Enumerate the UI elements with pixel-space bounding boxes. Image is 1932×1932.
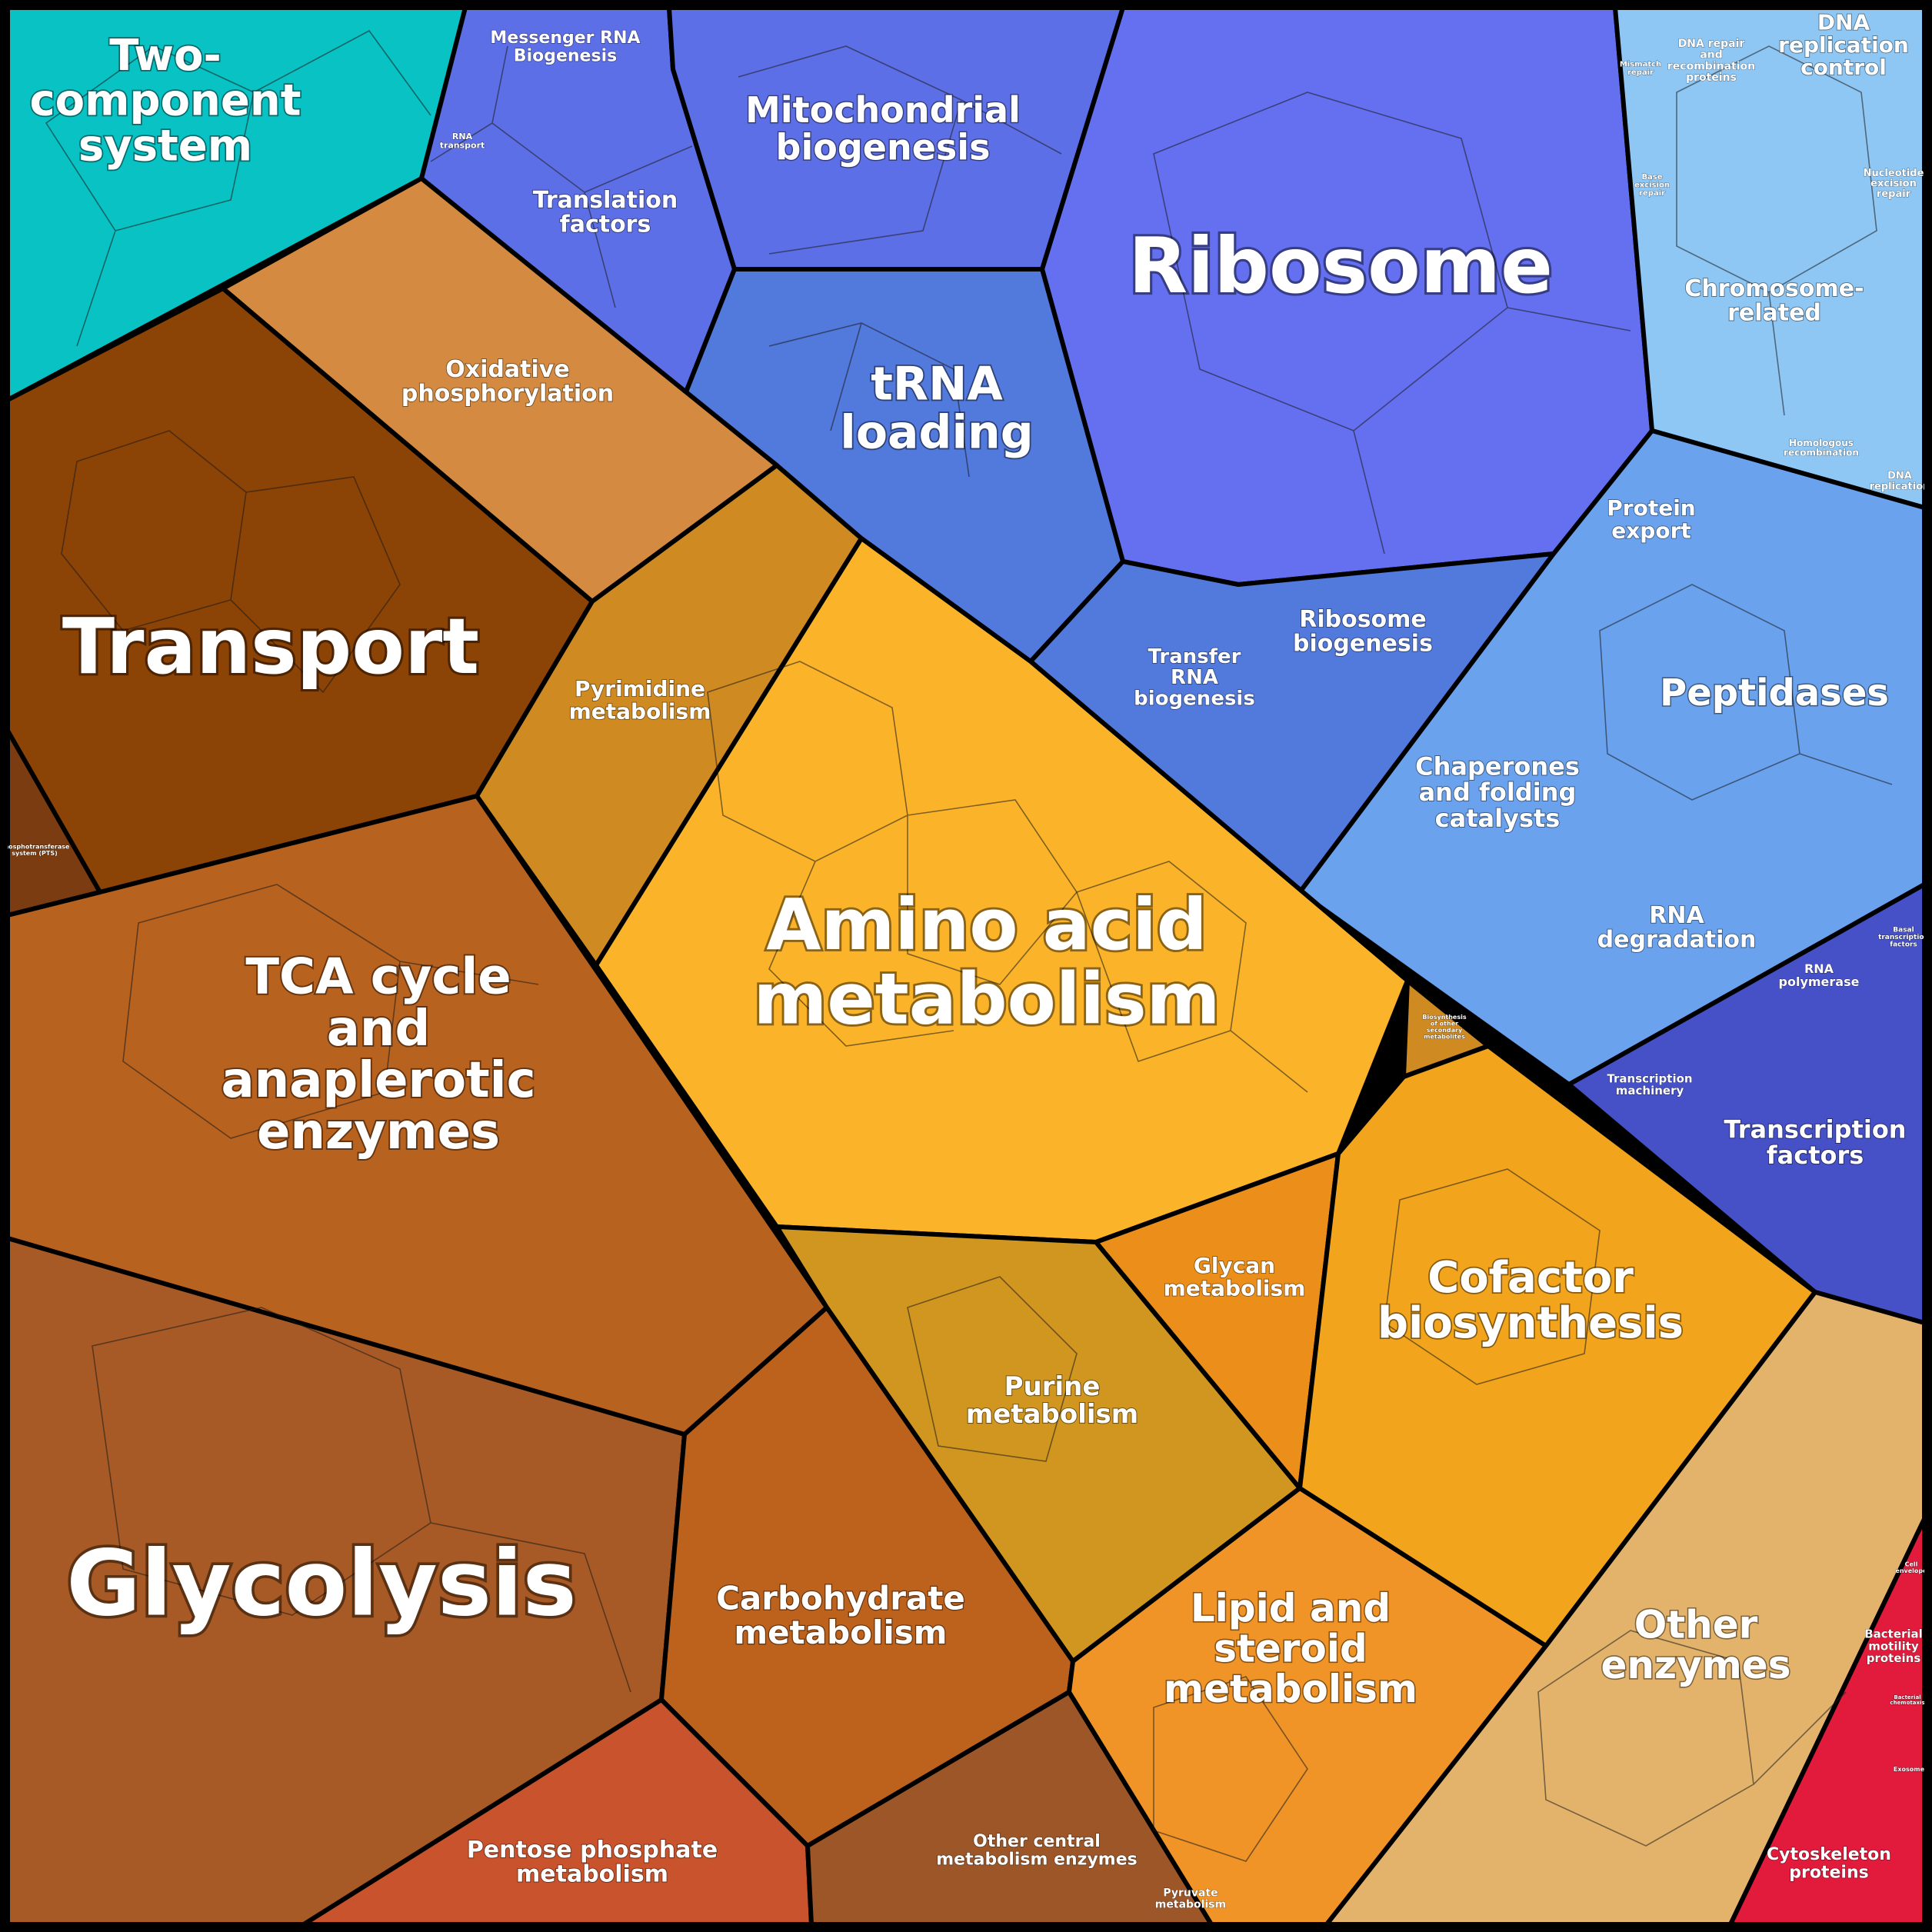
label-basal-transcription: Basal transcription factors [1878,927,1929,949]
label-cytoskeleton: Cytoskeleton proteins [1767,1845,1891,1882]
label-chromosome: Chromosome-related [1684,275,1864,327]
label-rna-transport: RNA transport [440,132,485,151]
label-bacterial-motility: Bacterial motility proteins [1864,1627,1923,1666]
label-biosynthesis-secondary: Biosynthesis of other secondary metabolites [1422,1014,1466,1040]
label-homologous: Homologous recombination [1784,438,1859,458]
label-bacterial-chemotaxis: Bacterial chemotaxis [1890,1694,1924,1706]
label-nucleotide-excision: Nucleotide excision repair [1864,168,1924,200]
label-transfer-rna: Transfer RNA biogenesis [1134,645,1255,711]
label-transcription-factors: Transcription factors [1724,1114,1906,1170]
label-pyrimidine: Pyrimidine metabolism [569,676,711,724]
label-transport: Transport [62,601,479,691]
label-ribosome-biogenesis: Ribosome biogenesis [1293,606,1433,658]
label-pentose: Pentose phosphate metabolism [467,1837,718,1888]
label-glycolysis: Glycolysis [66,1530,577,1636]
label-glycan: Glycan metabolism [1164,1253,1306,1301]
label-tca: TCA cycle and anaplerotic enzymes [221,949,535,1161]
label-cell-envelope: Cell envelope [1895,1561,1927,1574]
label-messenger-rna: Messenger RNA Biogenesis [490,28,640,65]
label-dna-repair: DNA repair and recombination proteins [1667,38,1755,84]
label-dna-replication: DNA replication [1870,471,1930,493]
label-mismatch-repair: Mismatch repair [1620,60,1661,77]
label-lipid: Lipid and steroid metabolism [1164,1586,1417,1711]
label-other-central: Other central metabolism enzymes [936,1832,1138,1869]
label-rna-polymerase: RNA polymerase [1779,961,1860,989]
label-pts: Phosphotransferase system (PTS) [0,844,70,857]
label-amino-acid: Amino acid metabolism [753,884,1220,1041]
label-pyruvate: Pyruvate metabolism [1155,1887,1226,1911]
label-trna-loading: tRNA loading [840,358,1033,460]
label-translation-factors: Translation factors [533,187,678,238]
label-chaperones: Chaperones and folding catalysts [1415,752,1580,833]
label-cofactor: Cofactor biosynthesis [1377,1253,1684,1348]
label-dna-replication-control: DNA replication control [1778,9,1909,80]
label-two-component: Two-component system [29,31,301,172]
label-exosome: Exosome [1894,1766,1925,1773]
label-oxidative: Oxidative phosphorylation [401,356,614,408]
label-purine: Purine metabolism [966,1371,1138,1430]
label-peptidases: Peptidases [1660,671,1889,715]
label-carbohydrate: Carbohydrate metabolism [716,1580,965,1651]
label-other-enzymes: Other enzymes [1601,1602,1791,1687]
label-base-excision: Base excision repair [1634,173,1670,198]
label-rna-degradation: RNA degradation [1597,902,1757,954]
label-protein-export: Protein export [1607,495,1695,543]
label-ribosome: Ribosome [1128,221,1553,311]
label-transcription-machinery: Transcription machinery [1607,1071,1692,1098]
label-mitochondrial: Mitochondrial biogenesis [745,89,1021,168]
